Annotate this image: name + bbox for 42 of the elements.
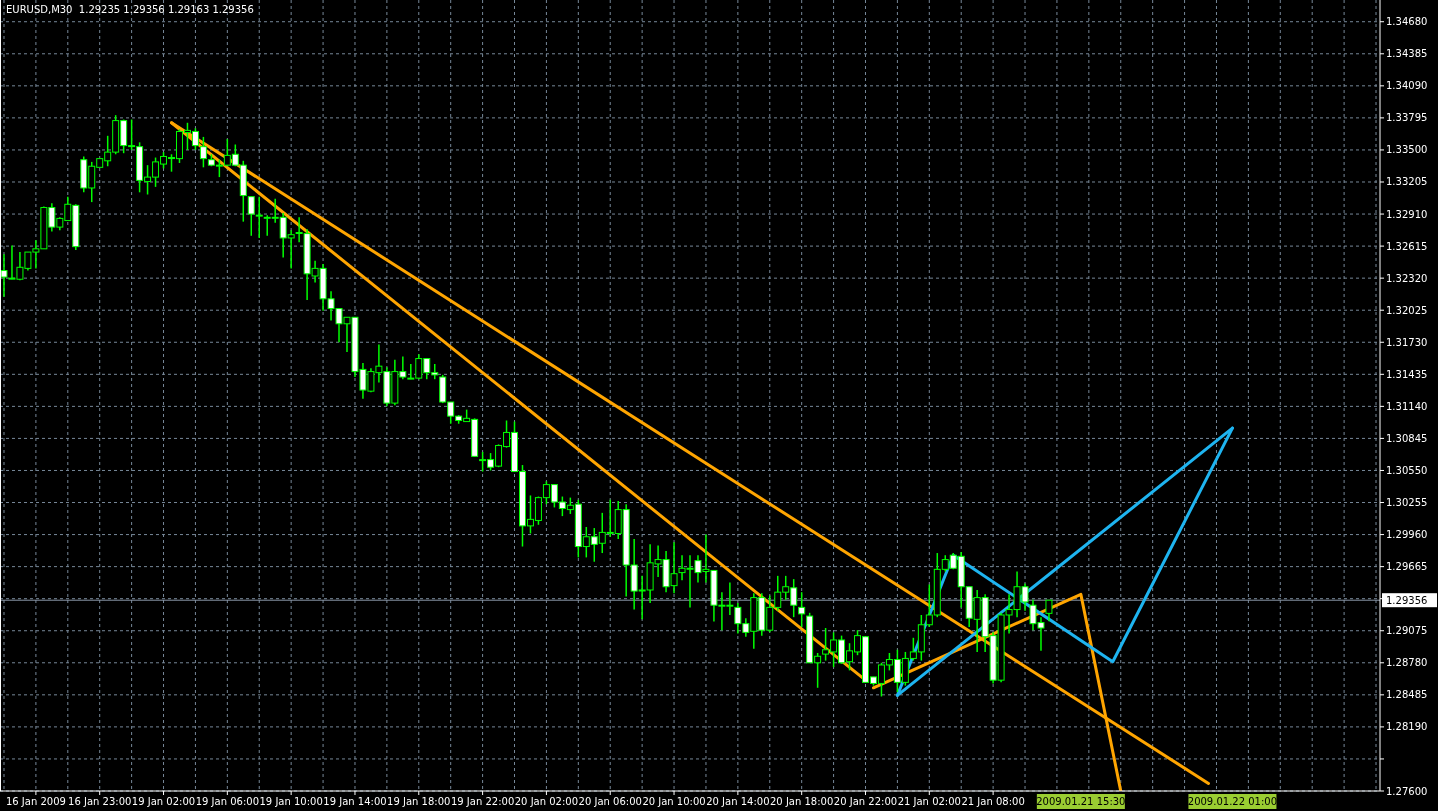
x-tick-label: 16 Jan 23:00 (68, 796, 132, 807)
x-tick-label: 21 Jan 08:00 (961, 796, 1025, 807)
x-tick-label: 21 Jan 02:00 (897, 796, 961, 807)
y-tick-label: 1.28780 (1386, 657, 1428, 669)
y-tick-label: 1.30845 (1386, 432, 1428, 444)
y-tick-label: 1.30550 (1386, 464, 1428, 476)
y-tick-label: 1.33205 (1386, 176, 1428, 188)
chart-title: EURUSD,M30 1.29235 1.29356 1.29163 1.29356 (6, 4, 254, 15)
x-tick-label: 2009.01.21 15:30 (1036, 796, 1126, 807)
x-tick-label: 19 Jan 14:00 (323, 796, 387, 807)
x-tick-label: 19 Jan 02:00 (131, 796, 196, 807)
x-tick-label: 19 Jan 10:00 (259, 796, 323, 807)
x-tick-label: 20 Jan 06:00 (578, 796, 642, 807)
x-tick-label: 20 Jan 18:00 (770, 796, 834, 807)
y-tick-label: 1.31140 (1386, 400, 1428, 412)
x-tick-label: 19 Jan 18:00 (387, 796, 451, 807)
x-tick-label: 20 Jan 02:00 (514, 796, 579, 807)
y-tick-label: 1.33500 (1386, 144, 1428, 156)
y-tick-label: 1.34385 (1386, 48, 1428, 60)
y-tick-label: 1.29075 (1386, 625, 1428, 637)
x-tick-label: 19 Jan 22:00 (450, 796, 515, 807)
x-tick-label: 20 Jan 10:00 (642, 796, 706, 807)
x-tick-label: 20 Jan 22:00 (833, 796, 898, 807)
x-tick-label: 20 Jan 14:00 (706, 796, 770, 807)
y-tick-label: 1.28190 (1386, 721, 1428, 733)
y-tick-label: 1.34090 (1386, 80, 1428, 92)
y-tick-label: 1.34680 (1386, 16, 1428, 28)
y-tick-label: 1.29960 (1386, 529, 1428, 541)
y-tick-label: 1.32615 (1386, 240, 1428, 252)
y-tick-label: 1.33795 (1386, 112, 1428, 124)
y-tick-label: 1.27600 (1386, 785, 1428, 797)
y-tick-label: 1.32320 (1386, 272, 1428, 284)
y-tick-label: 1.31435 (1386, 368, 1428, 380)
x-tick-label: 16 Jan 2009 (5, 796, 66, 807)
x-tick-label: 19 Jan 06:00 (195, 796, 260, 807)
y-tick-label: 1.29665 (1386, 561, 1428, 573)
y-tick-label: 1.28485 (1386, 689, 1428, 701)
y-tick-label: 1.32910 (1386, 208, 1428, 220)
y-tick-label: 1.32025 (1386, 304, 1428, 316)
y-tick-label: 1.30255 (1386, 497, 1428, 509)
y-tick-label: 1.31730 (1386, 336, 1428, 348)
ref-line-label: 1.29356 (1386, 594, 1428, 606)
